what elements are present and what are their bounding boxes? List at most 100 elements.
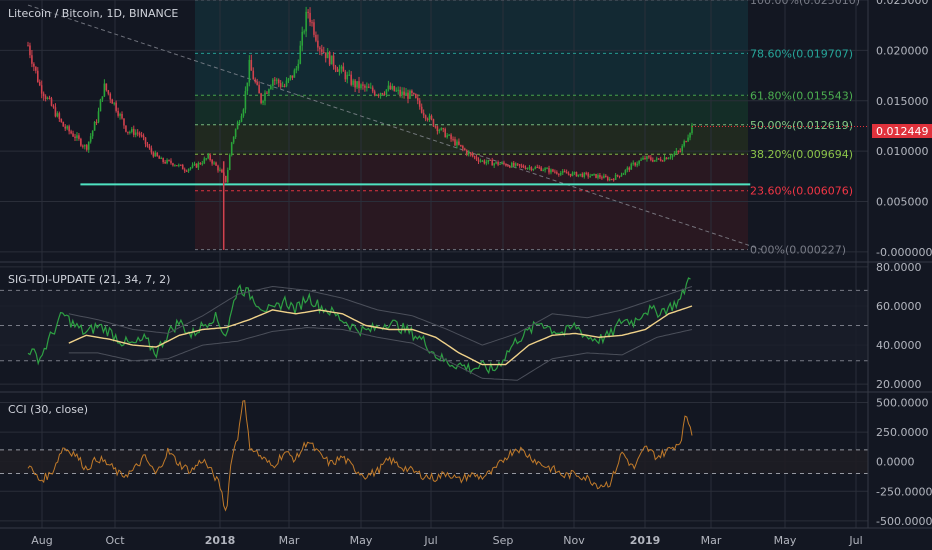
candle-body xyxy=(469,152,472,155)
candle-body xyxy=(583,172,586,178)
diagonal-trendline xyxy=(27,4,763,251)
candle-body xyxy=(638,160,640,164)
candle-body xyxy=(129,131,131,133)
candle-body xyxy=(393,86,396,92)
candle-body xyxy=(219,169,221,171)
candle-body xyxy=(181,164,184,170)
candle-body xyxy=(644,157,646,160)
candle-body xyxy=(119,114,121,116)
candle-body xyxy=(636,163,638,166)
candle-body xyxy=(54,107,57,117)
candle-body xyxy=(465,150,468,155)
candle-body xyxy=(436,126,439,132)
candle-body xyxy=(95,121,98,123)
candle-body xyxy=(85,145,88,150)
candle-body xyxy=(587,173,589,177)
candle-body xyxy=(655,158,658,160)
candle-body xyxy=(215,162,217,166)
price-tick-label: -0.000000 xyxy=(876,246,932,259)
candle-body xyxy=(252,70,255,80)
candle-body xyxy=(661,160,664,162)
candle-body xyxy=(38,81,41,86)
candle-body xyxy=(616,174,619,176)
fib-zone-2 xyxy=(195,95,748,125)
candle-body xyxy=(107,90,110,94)
candle-body xyxy=(277,79,280,84)
candle-body xyxy=(368,86,370,88)
fib-label-0: 100.00%(0.025010) xyxy=(750,0,860,7)
fib-zone-bottom xyxy=(195,190,748,250)
tdi-pane[interactable] xyxy=(0,277,868,381)
candle-body xyxy=(131,128,133,132)
candle-body xyxy=(548,168,550,173)
candle-body xyxy=(305,11,307,32)
candle-body xyxy=(530,167,533,170)
candle-body xyxy=(452,139,454,141)
candle-body xyxy=(80,138,82,146)
tdi-series-band_lower xyxy=(68,326,693,381)
candle-body xyxy=(127,131,129,133)
candle-body xyxy=(56,113,59,117)
candle-body xyxy=(29,45,31,56)
candle-body xyxy=(454,139,456,146)
candle-body xyxy=(691,124,693,134)
fib-label-1: 78.60%(0.019707) xyxy=(750,47,853,60)
candle-body xyxy=(164,162,166,164)
candle-body xyxy=(424,115,427,119)
candle-body xyxy=(420,106,423,113)
candle-body xyxy=(509,165,511,168)
candle-body xyxy=(332,55,335,67)
candle-body xyxy=(340,66,343,69)
candle-body xyxy=(172,163,174,166)
tdi-label: SIG-TDI-UPDATE (21, 34, 7, 2) xyxy=(8,273,170,286)
candle-body xyxy=(68,126,70,132)
candle-body xyxy=(575,172,578,177)
cci-tick-label: 250.0000 xyxy=(876,426,929,439)
candle-body xyxy=(411,90,413,93)
candle-body xyxy=(460,144,462,146)
price-pane[interactable]: 100.00%(0.025010) 78.60%(0.019707) 61.80%(… xyxy=(27,0,868,257)
price-tick-label: 0.020000 xyxy=(876,44,929,57)
tdi-tick-label: 60.0000 xyxy=(876,300,922,313)
candle-body xyxy=(518,164,521,166)
candle-body xyxy=(687,137,689,142)
candle-body xyxy=(317,40,319,48)
candle-body xyxy=(187,168,190,172)
candle-body xyxy=(101,96,104,100)
candle-body xyxy=(279,83,282,87)
candle-body xyxy=(369,87,372,89)
candle-body xyxy=(689,133,691,138)
candle-body xyxy=(50,98,53,106)
cci-pane[interactable] xyxy=(0,400,868,512)
candle-body xyxy=(463,148,466,151)
candle-body xyxy=(134,132,137,135)
candle-body xyxy=(195,163,198,168)
fib-label-2: 61.80%(0.015543) xyxy=(750,89,853,102)
candle-body xyxy=(109,93,112,100)
x-tick-label: Nov xyxy=(563,534,585,547)
candle-body xyxy=(640,159,642,161)
candle-body xyxy=(287,78,290,81)
candle-body xyxy=(144,137,147,145)
candle-body xyxy=(657,158,660,160)
candle-body xyxy=(140,135,143,137)
candle-body xyxy=(573,172,576,174)
fib-zone-0 xyxy=(195,0,748,54)
candle-body xyxy=(362,84,364,86)
candle-body xyxy=(601,177,603,179)
candle-body xyxy=(430,115,433,120)
candle-body xyxy=(36,70,39,82)
candle-body xyxy=(97,111,100,123)
x-tick-label: Sep xyxy=(493,534,514,547)
candle-body xyxy=(203,158,206,164)
candle-body xyxy=(507,165,509,167)
candle-body xyxy=(493,163,495,166)
candle-body xyxy=(371,87,374,92)
candle-body xyxy=(242,109,245,117)
candle-body xyxy=(281,85,284,87)
candle-body xyxy=(264,92,266,101)
candle-body xyxy=(82,145,84,147)
candle-body xyxy=(334,66,337,70)
candle-body xyxy=(473,156,476,158)
